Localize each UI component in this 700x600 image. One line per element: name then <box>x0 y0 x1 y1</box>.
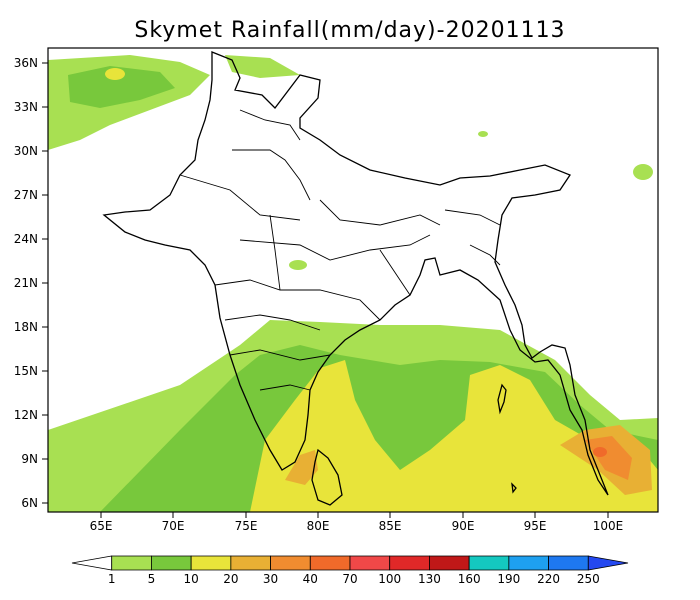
svg-text:12N: 12N <box>14 408 38 422</box>
svg-text:95E: 95E <box>524 519 547 533</box>
svg-text:90E: 90E <box>452 519 475 533</box>
legend-tick-label: 20 <box>223 572 238 586</box>
lat-tick: 12N <box>14 408 48 422</box>
legend-swatch <box>349 555 391 571</box>
rainfall-fill <box>48 55 658 512</box>
legend-swatch <box>309 555 351 571</box>
lat-tick: 15N <box>14 364 48 378</box>
legend-tick-label: 250 <box>577 572 600 586</box>
svg-text:75E: 75E <box>235 519 258 533</box>
legend-swatch <box>587 555 629 571</box>
lon-axis: 65E 70E 75E 80E 85E 90E 95E 100E <box>90 512 624 533</box>
legend-tick-label: 190 <box>497 572 520 586</box>
andaman-islands <box>497 383 507 415</box>
legend-swatch <box>548 555 589 571</box>
svg-text:36N: 36N <box>14 56 38 70</box>
lon-tick: 90E <box>452 512 475 533</box>
map-title: Skymet Rainfall(mm/day)-20201113 <box>134 18 566 43</box>
lat-tick: 6N <box>21 496 48 510</box>
svg-text:15N: 15N <box>14 364 38 378</box>
lon-tick: 100E <box>593 512 624 533</box>
legend-tick-label: 70 <box>342 572 357 586</box>
legend-swatch <box>230 555 271 571</box>
lat-tick: 27N <box>14 188 48 202</box>
india-outline <box>102 51 609 496</box>
svg-text:80E: 80E <box>307 519 330 533</box>
rain-area-orange-srilanka <box>285 450 318 485</box>
legend-tick-label: 130 <box>418 572 441 586</box>
svg-text:33N: 33N <box>14 100 38 114</box>
svg-text:24N: 24N <box>14 232 38 246</box>
legend-swatch <box>508 555 549 571</box>
svg-text:6N: 6N <box>21 496 38 510</box>
country-borders <box>102 51 609 506</box>
legend-tick-label: 10 <box>184 572 199 586</box>
svg-text:65E: 65E <box>90 519 113 533</box>
legend-swatch <box>389 555 430 571</box>
lon-tick: 85E <box>379 512 402 533</box>
rain-area-northwest-core <box>68 66 175 108</box>
legend-tick-label: 100 <box>378 572 401 586</box>
lat-axis: 36N 33N 30N 27N 24N 21N 18N 15N 12N 9N 6… <box>14 56 48 510</box>
lat-tick: 33N <box>14 100 48 114</box>
rain-area-northwest-top <box>225 55 300 78</box>
lon-tick: 95E <box>524 512 547 533</box>
lat-tick: 24N <box>14 232 48 246</box>
legend-tick-label: 160 <box>458 572 481 586</box>
rain-spot-central <box>289 260 307 270</box>
lon-tick: 80E <box>307 512 330 533</box>
legend-tick-label: 220 <box>537 572 560 586</box>
lon-tick: 75E <box>235 512 258 533</box>
lon-tick: 70E <box>162 512 185 533</box>
svg-text:100E: 100E <box>593 519 624 533</box>
legend-tick-label: 5 <box>148 572 156 586</box>
rain-spot-east <box>633 164 653 180</box>
svg-text:70E: 70E <box>162 519 185 533</box>
legend-tick-label: 40 <box>303 572 318 586</box>
lat-tick: 30N <box>14 144 48 158</box>
nicobar-island <box>511 482 517 494</box>
legend-tick-label: 1 <box>108 572 116 586</box>
rain-spot-tibet <box>478 131 488 137</box>
lat-tick: 36N <box>14 56 48 70</box>
svg-text:9N: 9N <box>21 452 38 466</box>
rain-area-south-yellow <box>250 360 658 512</box>
legend-swatch <box>429 555 470 571</box>
svg-text:21N: 21N <box>14 276 38 290</box>
legend-swatch <box>71 555 113 571</box>
srilanka-outline <box>311 448 343 506</box>
rain-spot-northwest <box>105 68 125 80</box>
svg-text:27N: 27N <box>14 188 38 202</box>
legend-swatch <box>468 555 510 571</box>
rain-spot-max <box>593 447 607 457</box>
plot-frame <box>47 47 659 513</box>
legend-swatch <box>151 555 192 571</box>
legend-tick-label: 30 <box>263 572 278 586</box>
colorbar-legend: 1 5 10 20 30 40 70 100 130 160 190 220 250 <box>71 555 629 586</box>
rain-area-red-east <box>585 436 632 480</box>
legend-swatch <box>111 555 152 571</box>
svg-text:18N: 18N <box>14 320 38 334</box>
lat-tick: 18N <box>14 320 48 334</box>
legend-swatch <box>270 555 311 571</box>
svg-text:85E: 85E <box>379 519 402 533</box>
legend-swatch <box>190 555 232 571</box>
lat-tick: 21N <box>14 276 48 290</box>
state-borders <box>179 109 501 391</box>
svg-text:30N: 30N <box>14 144 38 158</box>
lat-tick: 9N <box>21 452 48 466</box>
lon-tick: 65E <box>90 512 113 533</box>
